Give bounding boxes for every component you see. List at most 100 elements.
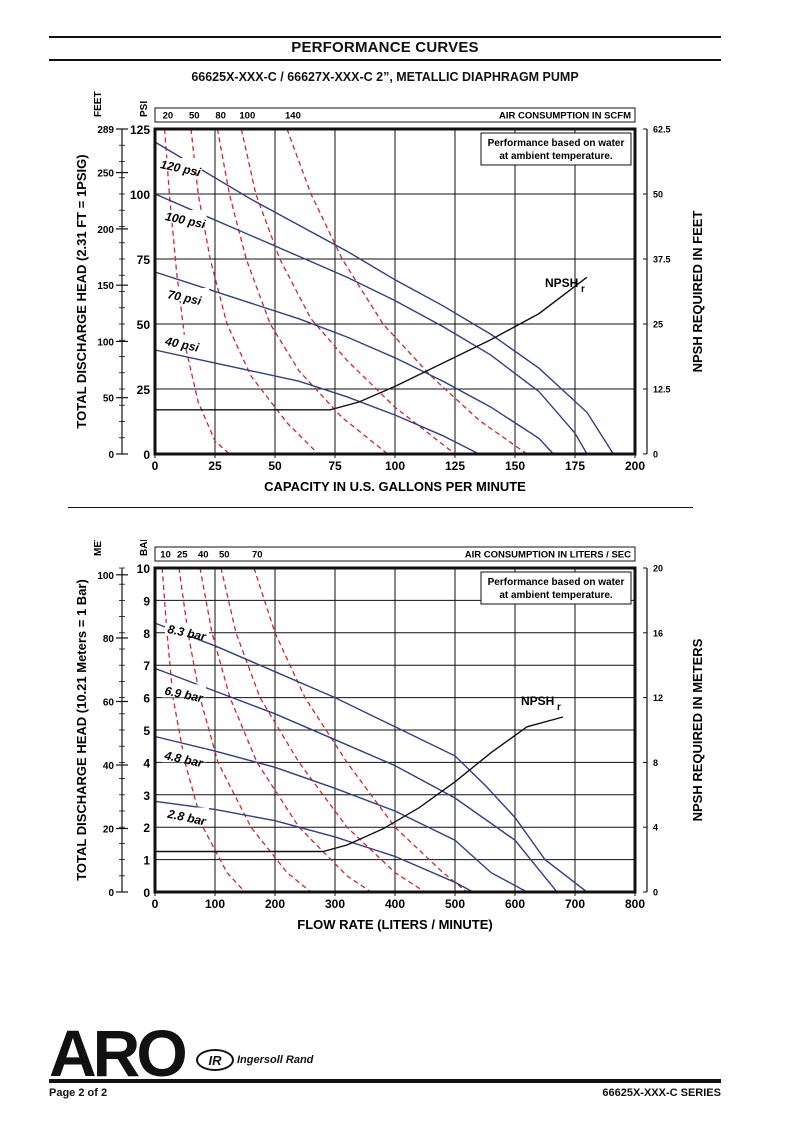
- title-top-rule: [49, 36, 721, 38]
- y-inner-tick-label: 25: [137, 383, 151, 397]
- pressure-curve: [154, 193, 588, 455]
- air-tick-label: 50: [189, 111, 200, 122]
- y-outer-tick-label: 40: [103, 761, 115, 772]
- y2-tick-label: 12.5: [653, 385, 671, 395]
- y-inner-tick-label: 3: [143, 789, 150, 803]
- y2-tick-label: 20: [653, 564, 663, 574]
- y-inner-tick-label: 1: [143, 854, 150, 868]
- y-inner-tick-label: 100: [130, 188, 150, 202]
- air-tick-label: 25: [177, 550, 188, 561]
- x-tick-label: 500: [445, 897, 465, 911]
- air-tick-label: 40: [198, 550, 209, 561]
- y-outer-tick-label: 0: [108, 450, 114, 461]
- y-inner-unit: BAR: [139, 540, 150, 556]
- aro-logo: ARO: [49, 1016, 188, 1090]
- pressure-label-bg: [162, 684, 206, 698]
- x-tick-label: 200: [625, 459, 645, 473]
- x-tick-label: 175: [565, 459, 585, 473]
- y-outer-unit: FEET: [93, 91, 104, 117]
- air-consumption-strip: [154, 546, 636, 562]
- pressure-curve: [154, 735, 528, 893]
- y2-tick-label: 4: [653, 823, 658, 833]
- x-tick-label: 800: [625, 897, 645, 911]
- air-consumption-label: AIR CONSUMPTION IN LITERS / SEC: [465, 550, 631, 561]
- y2-tick-label: 12: [653, 693, 663, 703]
- y2-tick-label: 50: [653, 190, 663, 200]
- y-inner-tick-label: 0: [143, 886, 150, 900]
- air-consumption-label: AIR CONSUMPTION IN SCFM: [499, 111, 631, 122]
- pressure-label-bg: [165, 807, 209, 821]
- air-consumption-curve: [163, 128, 230, 455]
- pressure-curve: [154, 271, 554, 455]
- air-consumption-curve: [199, 567, 372, 893]
- air-consumption-curve: [161, 567, 246, 893]
- y-outer-tick-label: 250: [97, 169, 114, 180]
- air-consumption-curve: [286, 128, 528, 455]
- x-tick-label: 25: [208, 459, 222, 473]
- air-consumption-curve: [190, 128, 319, 455]
- pressure-label-bg: [162, 334, 207, 348]
- air-consumption-curve: [253, 567, 468, 893]
- x-tick-label: 50: [268, 459, 282, 473]
- y-inner-tick-label: 10: [137, 562, 151, 576]
- npsh-subscript: r: [581, 284, 585, 295]
- air-tick-label: 100: [239, 111, 255, 122]
- x-tick-label: 400: [385, 897, 405, 911]
- y-inner-tick-label: 50: [137, 318, 151, 332]
- x-tick-label: 0: [152, 897, 159, 911]
- y-inner-tick-label: 2: [143, 821, 150, 835]
- y2-tick-label: 0: [653, 888, 658, 898]
- air-tick-label: 20: [163, 111, 174, 122]
- pressure-curve: [154, 349, 480, 455]
- y-outer-tick-label: 100: [97, 337, 114, 348]
- y-outer-tick-label: 200: [97, 225, 114, 236]
- y-outer-tick-label: 150: [97, 281, 114, 292]
- pressure-label-bg: [162, 749, 206, 763]
- pressure-curve: [154, 800, 474, 893]
- ir-badge-icon: IR: [196, 1049, 234, 1071]
- x-axis-title: CAPACITY IN U.S. GALLONS PER MINUTE: [264, 479, 526, 494]
- y-inner-tick-label: 125: [130, 123, 150, 137]
- note-text: at ambient temperature.: [499, 590, 613, 601]
- y2-tick-label: 16: [653, 628, 663, 638]
- x-tick-label: 300: [325, 897, 345, 911]
- x-tick-label: 200: [265, 897, 285, 911]
- y2-axis-title: NPSH REQUIRED IN FEET: [690, 211, 705, 373]
- air-consumption-strip: [154, 107, 636, 123]
- y2-tick-label: 62.5: [653, 125, 671, 135]
- y-outer-tick-label: 0: [108, 888, 114, 899]
- series-name: 66625X-XXX-C SERIES: [602, 1087, 721, 1099]
- section-divider: [68, 507, 693, 508]
- y2-tick-label: 25: [653, 320, 663, 330]
- y-inner-tick-label: 75: [137, 253, 151, 267]
- y2-tick-label: 8: [653, 758, 658, 768]
- y-inner-tick-label: 5: [143, 724, 150, 738]
- page-number: Page 2 of 2: [49, 1087, 108, 1099]
- y-inner-tick-label: 8: [143, 627, 150, 641]
- note-box: [480, 132, 632, 166]
- y-outer-unit: METERS: [93, 540, 104, 556]
- note-text: Performance based on water: [488, 138, 625, 149]
- ingersoll-rand-text: Ingersoll Rand: [237, 1054, 314, 1066]
- pressure-curve: [154, 141, 614, 455]
- air-tick-label: 50: [219, 550, 230, 561]
- y-outer-tick-label: 100: [97, 571, 114, 582]
- y-outer-tick-label: 50: [103, 394, 115, 405]
- y-inner-tick-label: 0: [143, 448, 150, 462]
- y-inner-tick-label: 7: [143, 659, 150, 673]
- x-tick-label: 75: [328, 459, 342, 473]
- note-text: at ambient temperature.: [499, 151, 613, 162]
- x-tick-label: 600: [505, 897, 525, 911]
- y2-tick-label: 37.5: [653, 255, 671, 265]
- ingersoll-rand-logo: IR Ingersoll Rand: [196, 1048, 313, 1072]
- note-box: [480, 571, 632, 605]
- performance-chart-metric: 10 25 40 50 70 AIR CONSUMPTION IN LITERS / SE…: [74, 540, 705, 932]
- y-outer-tick-label: 20: [103, 824, 115, 835]
- npsh-curve: [155, 276, 588, 411]
- y-inner-tick-label: 4: [143, 756, 150, 770]
- npsh-curve: [155, 716, 564, 853]
- pressure-curve: [154, 622, 588, 893]
- x-tick-label: 125: [445, 459, 465, 473]
- page-title: PERFORMANCE CURVES: [291, 39, 479, 56]
